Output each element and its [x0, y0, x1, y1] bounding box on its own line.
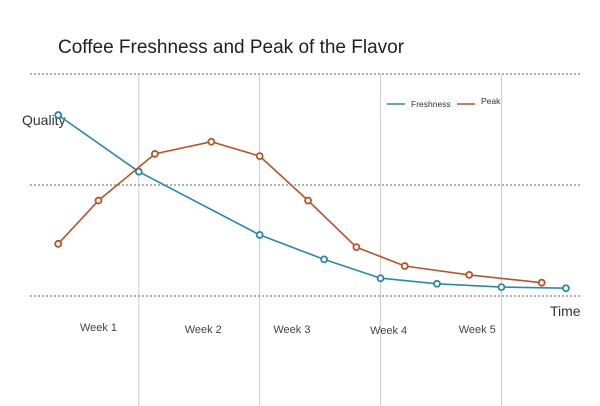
series-line-peak: [57, 140, 542, 284]
data-point-freshness: [54, 111, 63, 119]
data-point-freshness: [255, 231, 264, 239]
legend-label-freshness: Freshness: [411, 99, 451, 109]
data-point-freshness: [433, 279, 441, 288]
series-line-freshness: [57, 114, 566, 289]
x-tick-label: Week 1: [80, 322, 117, 334]
x-tick-label: Week 3: [273, 324, 310, 336]
vertical-gridlines: [138, 74, 502, 406]
x-tick-label: Week 4: [370, 325, 407, 337]
data-point-peak: [207, 137, 216, 146]
x-tick-label: Week 2: [185, 324, 222, 336]
data-point-peak: [352, 243, 361, 252]
data-point-peak: [54, 239, 63, 248]
data-point-peak: [151, 150, 159, 158]
data-point-freshness: [497, 283, 506, 292]
data-point-freshness: [376, 274, 385, 283]
data-point-peak: [304, 196, 312, 205]
data-point-freshness: [134, 167, 143, 176]
series-lines: [54, 111, 570, 293]
data-point-freshness: [562, 284, 570, 293]
legend-label-peak: Peak: [481, 96, 501, 106]
data-point-peak: [400, 262, 409, 270]
legend: Freshness Peak: [387, 96, 501, 109]
data-point-peak: [465, 271, 474, 279]
data-point-peak: [537, 278, 546, 287]
x-tick-labels: Week 1 Week 2 Week 3 Week 4 Week 5: [80, 322, 496, 337]
data-point-freshness: [320, 255, 329, 264]
x-tick-label: Week 5: [459, 324, 496, 336]
x-axis-label: Time: [550, 303, 581, 319]
chart-title: Coffee Freshness and Peak of the Flavor: [58, 37, 405, 58]
data-point-peak: [255, 152, 264, 161]
data-point-peak: [94, 196, 103, 205]
horizontal-gridlines: [30, 73, 582, 297]
